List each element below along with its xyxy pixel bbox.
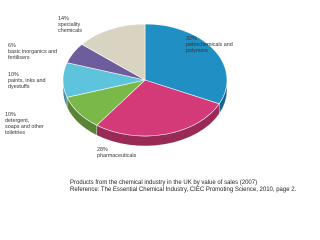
- pie-area: [62, 23, 228, 147]
- category-label: pharmaceuticals: [97, 153, 137, 159]
- slice-label: 6% basic inorganics and fertilisers: [8, 43, 60, 61]
- category-label: speciality chemicals: [58, 22, 82, 34]
- category-label: detergent, soaps and other toiletries: [5, 118, 44, 136]
- slice-label: 14% speciality chemicals: [58, 16, 98, 34]
- chart-source: Reference: The Essential Chemical Indust…: [70, 187, 297, 193]
- pie-slice: [96, 79, 220, 137]
- value-label: 10%: [8, 72, 19, 78]
- category-label: basic inorganics and fertilisers: [8, 49, 58, 61]
- value-label: 10%: [5, 112, 16, 118]
- chart: Products from the chemical industry in t…: [5, 16, 297, 193]
- pie-slice: [144, 23, 228, 105]
- value-label: 14%: [58, 16, 69, 22]
- chart-title: Products from the chemical industry in t…: [70, 180, 258, 186]
- value-label: 6%: [8, 43, 16, 49]
- category-label: petrochemicals and polymers: [186, 42, 233, 54]
- value-label: 32%: [186, 36, 197, 42]
- value-label: 28%: [97, 147, 108, 153]
- slice-label: 28% pharmaceuticals: [97, 147, 147, 159]
- slice-label: 10% paints, inks and dyestuffs: [8, 72, 56, 90]
- category-label: paints, inks and dyestuffs: [8, 78, 46, 90]
- pie-slice: [81, 23, 146, 81]
- slice-label: 10% detergent, soaps and other toiletries: [5, 112, 45, 136]
- slice-label: 32% petrochemicals and polymers: [186, 36, 236, 54]
